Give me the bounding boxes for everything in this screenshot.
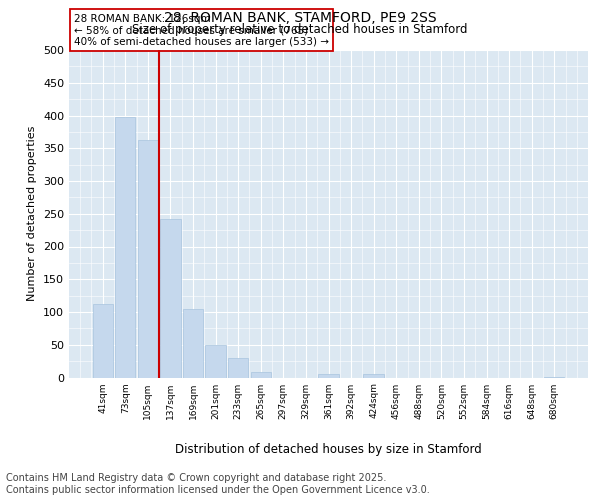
Text: 28 ROMAN BANK: 126sqm
← 58% of detached houses are smaller (765)
40% of semi-det: 28 ROMAN BANK: 126sqm ← 58% of detached … bbox=[74, 14, 329, 46]
Bar bbox=[364, 374, 384, 378]
Text: Contains HM Land Registry data © Crown copyright and database right 2025.
Contai: Contains HM Land Registry data © Crown c… bbox=[6, 474, 430, 495]
Bar bbox=[251, 372, 271, 378]
Bar bbox=[544, 377, 565, 378]
Bar bbox=[92, 304, 113, 378]
Bar bbox=[205, 345, 226, 378]
Bar bbox=[183, 308, 203, 378]
Bar bbox=[160, 219, 181, 378]
Y-axis label: Number of detached properties: Number of detached properties bbox=[28, 126, 37, 302]
Text: Distribution of detached houses by size in Stamford: Distribution of detached houses by size … bbox=[175, 442, 482, 456]
Text: 28, ROMAN BANK, STAMFORD, PE9 2SS: 28, ROMAN BANK, STAMFORD, PE9 2SS bbox=[164, 11, 436, 25]
Bar bbox=[319, 374, 338, 378]
Bar bbox=[138, 140, 158, 378]
Text: Size of property relative to detached houses in Stamford: Size of property relative to detached ho… bbox=[132, 22, 468, 36]
Bar bbox=[228, 358, 248, 378]
Bar bbox=[115, 118, 136, 378]
